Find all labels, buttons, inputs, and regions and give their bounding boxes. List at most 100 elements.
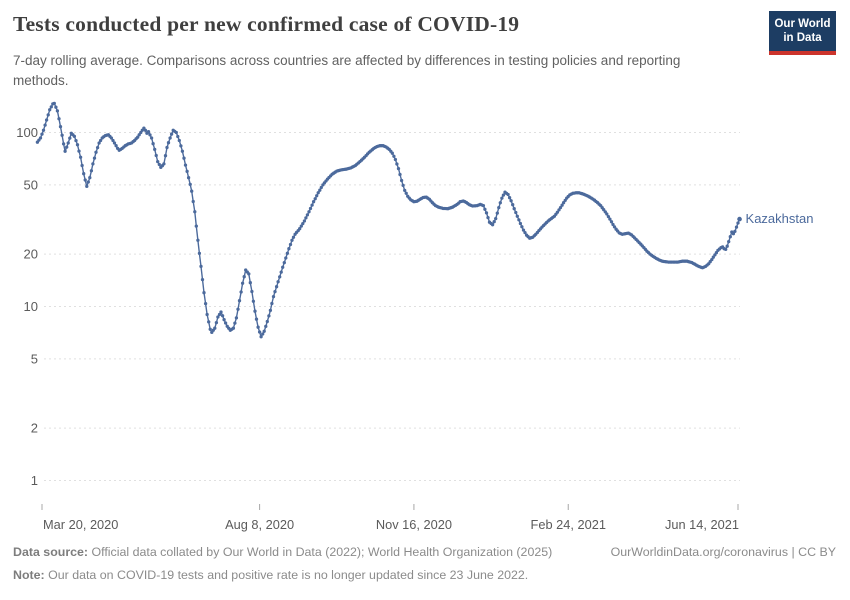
series-point — [253, 309, 257, 313]
series-point — [186, 176, 191, 180]
series-point — [521, 228, 526, 232]
series-point — [481, 203, 486, 208]
series-point — [153, 147, 157, 152]
series-point — [267, 314, 271, 318]
series-point — [65, 145, 69, 149]
series-point — [490, 223, 495, 227]
series-point — [608, 217, 612, 221]
series-point — [75, 143, 80, 147]
series-line-kazakhstan[interactable] — [36, 102, 741, 338]
series-point — [484, 211, 489, 215]
series-point — [60, 133, 64, 137]
owid-logo-line1: Our World — [774, 18, 831, 30]
series-point — [148, 133, 152, 137]
series-point — [276, 280, 280, 284]
series-point — [177, 138, 181, 143]
x-axis-tick-label: Mar 20, 2020 — [43, 517, 118, 532]
series-point — [91, 162, 95, 166]
series-point — [284, 256, 288, 260]
series-point — [66, 141, 70, 145]
series-point — [48, 108, 52, 112]
series-point — [163, 154, 168, 158]
series-point — [273, 289, 277, 294]
series-point — [483, 207, 487, 211]
series-point — [302, 219, 307, 223]
series-point — [52, 101, 56, 106]
series-point — [86, 180, 90, 184]
series-point — [501, 193, 506, 197]
y-axis-tick-label: 5 — [31, 351, 38, 366]
series-point — [310, 203, 314, 207]
series-point — [58, 125, 63, 129]
series-point — [257, 330, 262, 334]
series-point — [233, 321, 237, 325]
series-point — [196, 238, 200, 242]
x-axis-tick-label: Feb 24, 2021 — [531, 517, 606, 532]
series-point — [274, 285, 279, 289]
series-point — [165, 145, 169, 150]
series-point — [734, 225, 739, 229]
series-point — [219, 310, 223, 314]
series-point — [515, 214, 519, 218]
x-axis-tick-label: Nov 16, 2020 — [376, 517, 452, 532]
series-point — [507, 196, 512, 200]
series-point — [236, 307, 240, 311]
series-point — [506, 192, 510, 197]
series-point — [57, 117, 61, 121]
series-point — [711, 255, 715, 259]
series-point — [262, 329, 266, 333]
series-point — [404, 191, 408, 195]
series-point — [498, 201, 502, 205]
series-point — [143, 128, 148, 132]
series-point — [197, 251, 202, 256]
owid-link[interactable]: OurWorldinData.org/coronavirus | CC BY — [610, 545, 836, 559]
series-point — [190, 189, 194, 193]
y-axis-tick-label: 1 — [31, 473, 38, 488]
owid-logo: Our World in Data — [769, 11, 836, 55]
series-point — [183, 163, 188, 167]
series-point — [287, 247, 291, 251]
series-point — [217, 312, 222, 317]
series-point — [401, 183, 405, 188]
series-point — [301, 221, 305, 226]
series-point — [109, 136, 114, 140]
chart-footer: Data source: Official data collated by O… — [13, 545, 836, 583]
series-point — [136, 135, 140, 139]
series-point — [223, 321, 228, 325]
entity-label[interactable]: Kazakhstan — [746, 211, 814, 226]
series-point — [319, 185, 323, 190]
series-point — [72, 134, 77, 139]
y-axis-tick-label: 100 — [16, 125, 38, 140]
series-point — [214, 320, 219, 325]
series-point — [166, 141, 171, 145]
series-point — [85, 184, 89, 189]
series-point — [200, 277, 205, 282]
series-point — [251, 299, 256, 303]
series-point — [390, 151, 394, 155]
series-point — [281, 265, 285, 269]
series-point — [176, 134, 180, 139]
series-point — [282, 260, 286, 265]
series-point — [78, 155, 83, 159]
series-point — [299, 224, 303, 228]
series-point — [307, 210, 311, 214]
series-point — [518, 221, 523, 226]
series-point — [162, 162, 166, 166]
series-point — [202, 291, 206, 295]
series-point — [199, 264, 203, 269]
series-point — [315, 194, 319, 198]
series-point — [724, 247, 728, 252]
series-point — [203, 301, 208, 306]
series-point — [43, 123, 47, 127]
series-point — [288, 242, 293, 247]
series-point — [112, 141, 117, 145]
series-point — [311, 200, 316, 204]
series-point — [395, 162, 399, 166]
series-point — [523, 230, 527, 235]
series-point — [98, 138, 103, 143]
series-point — [398, 172, 402, 177]
series-point — [88, 176, 92, 180]
series-point — [271, 294, 276, 299]
